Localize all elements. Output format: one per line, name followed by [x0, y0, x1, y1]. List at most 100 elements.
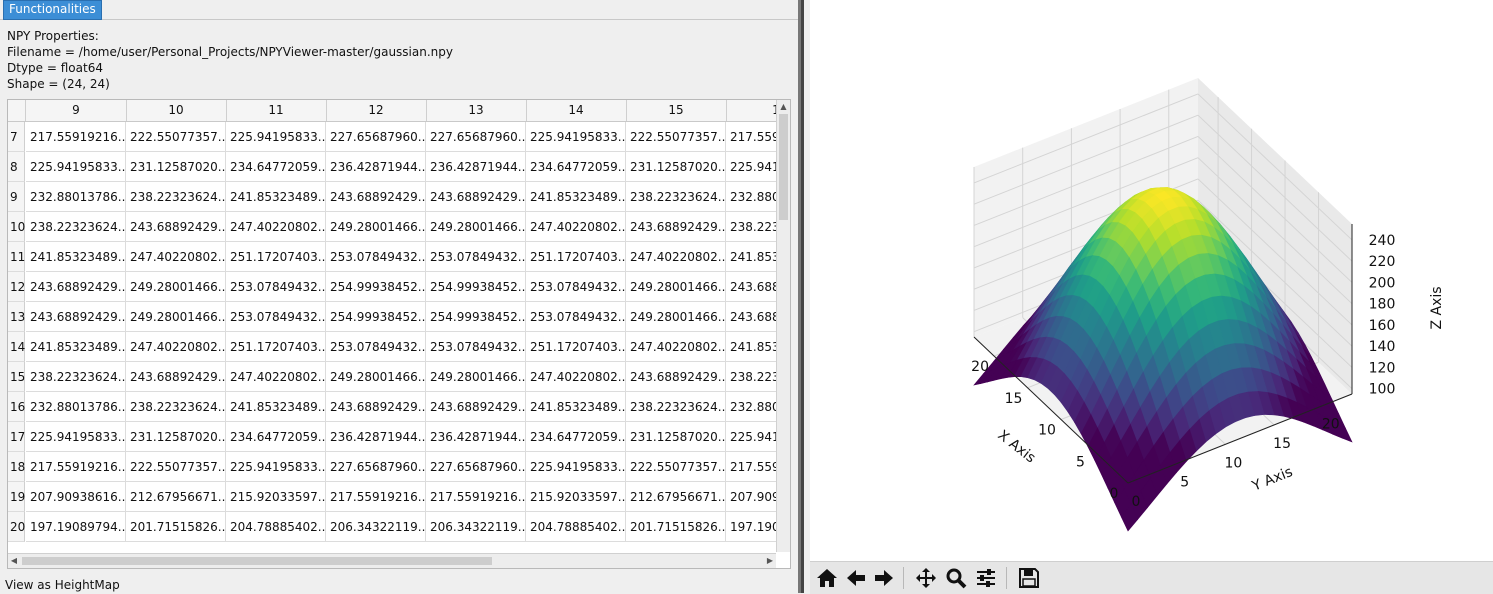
pan-icon[interactable] — [913, 565, 939, 591]
table-cell[interactable]: 253.07849432... — [526, 302, 626, 332]
table-cell[interactable]: 243.68892429... — [26, 272, 126, 302]
table-cell[interactable]: 238.22323624... — [126, 182, 226, 212]
table-cell[interactable]: 243.68892429... — [626, 212, 726, 242]
table-cell[interactable]: 217.55919216... — [26, 122, 126, 152]
table-cell[interactable]: 236.42871944... — [426, 422, 526, 452]
table-cell[interactable]: 247.40220802... — [526, 362, 626, 392]
table-cell[interactable]: 241.85323489... — [526, 182, 626, 212]
table-cell[interactable]: 247.40220802... — [626, 332, 726, 362]
table-cell[interactable]: 238.223 — [726, 362, 776, 392]
horizontal-scrollbar[interactable]: ◀ ▶ — [8, 553, 776, 568]
row-header[interactable]: 17 — [8, 422, 25, 452]
table-cell[interactable]: 222.55077357... — [626, 122, 726, 152]
column-header[interactable]: 1 — [726, 100, 778, 121]
column-header[interactable]: 9 — [26, 100, 127, 121]
zoom-icon[interactable] — [943, 565, 969, 591]
table-cell[interactable]: 232.88013786... — [26, 182, 126, 212]
table-cell[interactable]: 238.223 — [726, 212, 776, 242]
column-header[interactable]: 14 — [526, 100, 627, 121]
save-icon[interactable] — [1016, 565, 1042, 591]
column-header[interactable]: 15 — [626, 100, 727, 121]
table-cell[interactable]: 201.71515826... — [626, 512, 726, 542]
table-cell[interactable]: 225.94195833... — [26, 152, 126, 182]
table-cell[interactable]: 207.909 — [726, 482, 776, 512]
table-cell[interactable]: 204.78885402... — [226, 512, 326, 542]
table-cell[interactable]: 197.19089794... — [26, 512, 126, 542]
table-cell[interactable]: 243.68892429... — [326, 182, 426, 212]
scroll-right-icon[interactable]: ▶ — [766, 556, 774, 565]
table-cell[interactable]: 236.42871944... — [426, 152, 526, 182]
vertical-scroll-thumb[interactable] — [779, 114, 788, 220]
home-icon[interactable] — [814, 565, 840, 591]
tab-functionalities[interactable]: Functionalities — [3, 0, 102, 20]
table-cell[interactable]: 253.07849432... — [426, 332, 526, 362]
table-cell[interactable]: 247.40220802... — [226, 212, 326, 242]
table-cell[interactable]: 253.07849432... — [326, 242, 426, 272]
table-cell[interactable]: 212.67956671... — [626, 482, 726, 512]
table-cell[interactable]: 253.07849432... — [226, 302, 326, 332]
table-cell[interactable]: 247.40220802... — [226, 362, 326, 392]
table-cell[interactable]: 241.85323489... — [226, 392, 326, 422]
row-header[interactable]: 15 — [8, 362, 25, 392]
surface-plot[interactable]: 0510152005101520100120140160180200220240… — [810, 0, 1493, 561]
table-cell[interactable]: 231.12587020... — [626, 422, 726, 452]
table-cell[interactable]: 215.92033597... — [226, 482, 326, 512]
table-cell[interactable]: 197.190 — [726, 512, 776, 542]
table-cell[interactable]: 243.68892429... — [426, 182, 526, 212]
table-cell[interactable]: 227.65687960... — [426, 122, 526, 152]
table-cell[interactable]: 212.67956671... — [126, 482, 226, 512]
row-header[interactable]: 8 — [8, 152, 25, 182]
table-cell[interactable]: 207.90938616... — [26, 482, 126, 512]
table-cell[interactable]: 222.55077357... — [126, 122, 226, 152]
row-header[interactable]: 7 — [8, 122, 25, 152]
column-header[interactable]: 13 — [426, 100, 527, 121]
table-cell[interactable]: 247.40220802... — [126, 242, 226, 272]
row-header[interactable]: 16 — [8, 392, 25, 422]
table-cell[interactable]: 232.880 — [726, 392, 776, 422]
table-cell[interactable]: 234.64772059... — [226, 422, 326, 452]
vertical-scrollbar[interactable]: ▲ — [776, 100, 790, 552]
table-cell[interactable]: 225.94195833... — [526, 122, 626, 152]
table-cell[interactable]: 206.34322119... — [426, 512, 526, 542]
table-cell[interactable]: 249.28001466... — [326, 212, 426, 242]
table-cell[interactable]: 249.28001466... — [626, 302, 726, 332]
table-cell[interactable]: 243.68892429... — [126, 212, 226, 242]
table-cell[interactable]: 251.17207403... — [226, 332, 326, 362]
table-cell[interactable]: 234.64772059... — [526, 152, 626, 182]
table-cell[interactable]: 234.64772059... — [226, 152, 326, 182]
table-cell[interactable]: 254.99938452... — [426, 302, 526, 332]
table-cell[interactable]: 217.55919216... — [326, 482, 426, 512]
table-cell[interactable]: 243.68892429... — [626, 362, 726, 392]
table-cell[interactable]: 243.68892429... — [426, 392, 526, 422]
table-cell[interactable]: 249.28001466... — [326, 362, 426, 392]
table-cell[interactable]: 225.94195833... — [526, 452, 626, 482]
table-cell[interactable]: 225.94195833... — [226, 452, 326, 482]
table-cell[interactable]: 232.88013786... — [26, 392, 126, 422]
table-cell[interactable]: 253.07849432... — [326, 332, 426, 362]
table-cell[interactable]: 227.65687960... — [326, 122, 426, 152]
table-cell[interactable]: 225.94195833... — [226, 122, 326, 152]
table-cell[interactable]: 251.17207403... — [526, 242, 626, 272]
row-header[interactable]: 11 — [8, 242, 25, 272]
table-cell[interactable]: 251.17207403... — [226, 242, 326, 272]
row-header[interactable]: 9 — [8, 182, 25, 212]
table-cell[interactable]: 253.07849432... — [526, 272, 626, 302]
data-table[interactable]: 91011121314151 7217.55919216...222.55077… — [7, 99, 791, 569]
table-cell[interactable]: 225.941 — [726, 152, 776, 182]
configure-subplots-icon[interactable] — [973, 565, 999, 591]
table-cell[interactable]: 225.94195833... — [26, 422, 126, 452]
table-cell[interactable]: 241.85323489... — [26, 332, 126, 362]
view-as-heightmap-button[interactable]: View as HeightMap — [5, 578, 120, 592]
table-cell[interactable]: 254.99938452... — [326, 272, 426, 302]
table-cell[interactable]: 243.688 — [726, 272, 776, 302]
table-cell[interactable]: 206.34322119... — [326, 512, 426, 542]
row-header[interactable]: 18 — [8, 452, 25, 482]
table-cell[interactable]: 222.55077357... — [626, 452, 726, 482]
table-cell[interactable]: 243.688 — [726, 302, 776, 332]
table-cell[interactable]: 231.12587020... — [126, 152, 226, 182]
table-cell[interactable]: 232.880 — [726, 182, 776, 212]
table-cell[interactable]: 225.941 — [726, 422, 776, 452]
table-cell[interactable]: 238.22323624... — [126, 392, 226, 422]
table-cell[interactable]: 236.42871944... — [326, 422, 426, 452]
table-cell[interactable]: 243.68892429... — [26, 302, 126, 332]
